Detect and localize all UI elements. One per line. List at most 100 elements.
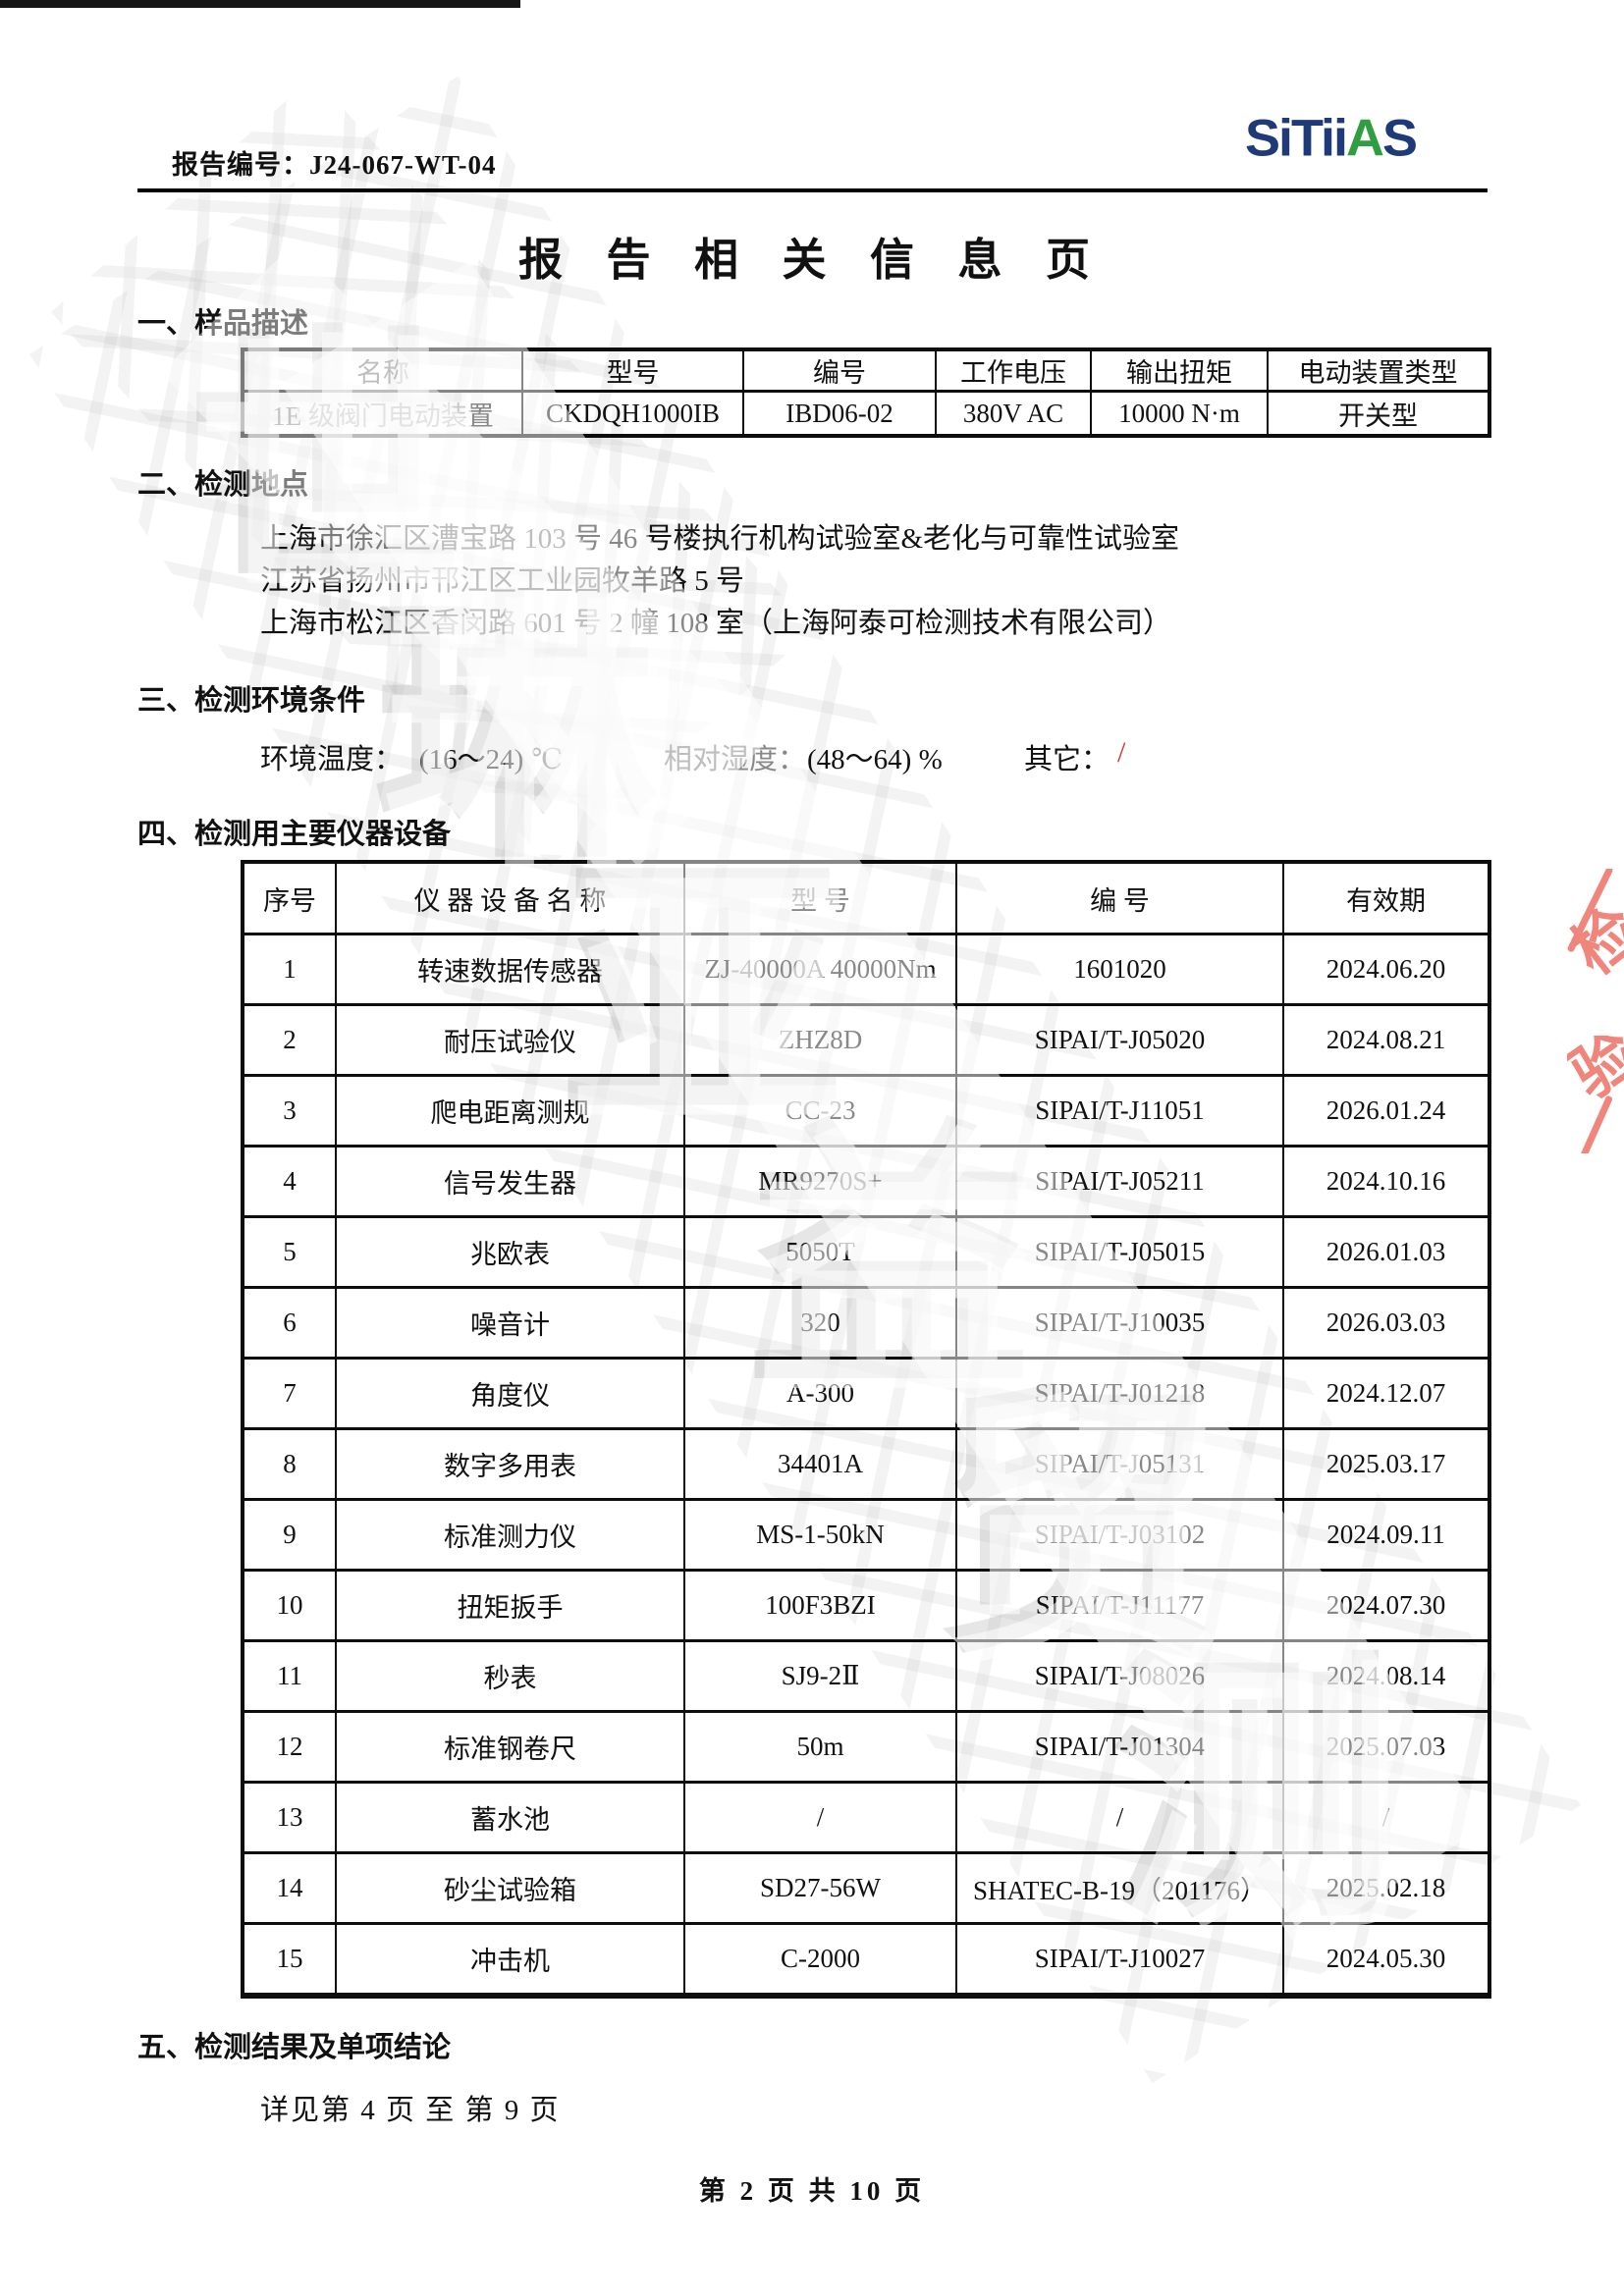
table-row: 13 蓄水池 / / / (242, 1781, 1490, 1854)
table-cell: SIPAI/T-J11177 (955, 1569, 1284, 1642)
table-cell: SJ9-2Ⅱ (683, 1639, 957, 1713)
table-cell: IBD06-02 (742, 390, 937, 438)
table-cell: CC-23 (683, 1074, 957, 1148)
table-row: 4 信号发生器 MR9270S+ SIPAI/T-J05211 2024.10.16 (242, 1145, 1490, 1218)
table-row: 6 噪音计 320 SIPAI/T-J10035 2026.03.03 (242, 1286, 1490, 1360)
table-header-row: 名称 型号 编号 工作电压 输出扭矩 电动装置类型 (242, 347, 1490, 393)
table-row: 8 数字多用表 34401A SIPAI/T-J05131 2025.03.17 (242, 1427, 1490, 1501)
column-header: 名称 (242, 347, 523, 393)
table-cell: 扭矩扳手 (335, 1569, 685, 1642)
test-location-line: 江苏省扬州市邗江区工业园牧羊路 5 号 (260, 565, 745, 597)
table-cell: 蓄水池 (335, 1781, 685, 1854)
table-cell: 100F3BZI (683, 1569, 957, 1642)
table-cell: 2026.01.03 (1282, 1215, 1490, 1289)
test-location-list: 上海市徐汇区漕宝路 103 号 46 号楼执行机构试验室&老化与可靠性试验室 江苏… (260, 518, 1507, 645)
table-cell: 角度仪 (335, 1357, 685, 1430)
table-cell: 34401A (683, 1427, 957, 1501)
table-cell: SIPAI/T-J10035 (955, 1286, 1284, 1360)
table-cell: SIPAI/T-J05211 (955, 1145, 1284, 1218)
table-cell: 2024.07.30 (1282, 1569, 1490, 1642)
logo-text-s: S (1382, 109, 1418, 168)
table-row: 1 转速数据传感器 ZJ-40000A 40000Nm 1601020 2024.06.… (242, 933, 1490, 1006)
section1-heading: 一、样品描述 (137, 308, 309, 340)
table-cell: 12 (242, 1710, 337, 1784)
table-cell: 2024.06.20 (1282, 933, 1490, 1006)
table-cell: 标准钢卷尺 (335, 1710, 685, 1784)
table-cell: 10 (242, 1569, 337, 1642)
table-cell: 10000 N·m (1090, 390, 1269, 438)
table-cell: 7 (242, 1357, 337, 1430)
page-title: 报 告 相 关 信 息 页 (517, 235, 1106, 285)
table-cell: 噪音计 (335, 1286, 685, 1360)
table-row: 5 兆欧表 5050T SIPAI/T-J05015 2026.01.03 (242, 1215, 1490, 1289)
table-row: 3 爬电距离测规 CC-23 SIPAI/T-J11051 2026.01.24 (242, 1074, 1490, 1148)
table-cell: A-300 (683, 1357, 957, 1430)
table-cell: 6 (242, 1286, 337, 1360)
table-cell: 1 (242, 933, 337, 1006)
table-row: 12 标准钢卷尺 50m SIPAI/T-J01304 2025.07.03 (242, 1710, 1490, 1784)
table-cell: SIPAI/T-J05015 (955, 1215, 1284, 1289)
table-cell: 50m (683, 1710, 957, 1784)
table-header-row: 序号仪 器 设 备 名 称型 号编 号有效期 (242, 860, 1490, 935)
table-cell: SIPAI/T-J05131 (955, 1427, 1284, 1501)
test-location-line: 上海市徐汇区漕宝路 103 号 46 号楼执行机构试验室&老化与可靠性试验室 (260, 523, 1180, 555)
table-cell: 13 (242, 1781, 337, 1854)
table-cell: ZHZ8D (683, 1003, 957, 1077)
table-cell: 转速数据传感器 (335, 933, 685, 1006)
report-number-label: 报告编号： (172, 150, 309, 180)
table-cell: 兆欧表 (335, 1215, 685, 1289)
table-cell: CKDQH1000IB (521, 390, 744, 438)
table-cell: 冲击机 (335, 1922, 685, 1998)
humidity-value: (48～64) % (807, 744, 943, 775)
table-cell: / (683, 1781, 957, 1854)
report-number-value: J24-067-WT-04 (309, 150, 497, 180)
table-row: 10 扭矩扳手 100F3BZI SIPAI/T-J11177 2024.07.30 (242, 1569, 1490, 1642)
table-cell: MS-1-50kN (683, 1498, 957, 1572)
table-cell: 砂尘试验箱 (335, 1851, 685, 1925)
table-cell: 2026.01.24 (1282, 1074, 1490, 1148)
table-cell: 14 (242, 1851, 337, 1925)
table-cell: 秒表 (335, 1639, 685, 1713)
table-row: 2 耐压试验仪 ZHZ8D SIPAI/T-J05020 2024.08.21 (242, 1003, 1490, 1077)
table-cell: 2024.05.30 (1282, 1922, 1490, 1998)
table-cell: SIPAI/T-J01218 (955, 1357, 1284, 1430)
table-cell: ZJ-40000A 40000Nm (683, 933, 957, 1006)
report-number-line: 报告编号：J24-067-WT-04 (172, 143, 497, 182)
table-cell: SHATEC-B-19（201176） (955, 1851, 1284, 1925)
page-number-footer: 第 2 页 共 10 页 (698, 2176, 926, 2206)
table-cell: C-2000 (683, 1922, 957, 1998)
column-header: 型号 (521, 347, 744, 393)
table-cell: 5050T (683, 1215, 957, 1289)
result-reference-note: 详见第 4 页 至 第 9 页 (260, 2095, 561, 2126)
table-cell: 2024.08.14 (1282, 1639, 1490, 1713)
column-header: 仪 器 设 备 名 称 (335, 860, 685, 935)
table-cell: 5 (242, 1215, 337, 1289)
table-cell: 2024.08.21 (1282, 1003, 1490, 1077)
table-cell: 2025.02.18 (1282, 1851, 1490, 1925)
table-cell: / (955, 1781, 1284, 1854)
table-cell: 2025.03.17 (1282, 1427, 1490, 1501)
scan-artifact-strip (0, 0, 520, 8)
column-header: 编号 (742, 347, 937, 393)
logo-text-a: A (1346, 109, 1384, 168)
table-cell: 320 (683, 1286, 957, 1360)
table-cell: 2 (242, 1003, 337, 1077)
sitiias-logo: SiTiiAS (1245, 109, 1418, 168)
table-row: 14 砂尘试验箱 SD27-56W SHATEC-B-19（201176） 2025.0… (242, 1851, 1490, 1925)
table-cell: 信号发生器 (335, 1145, 685, 1218)
table-cell: SIPAI/T-J05020 (955, 1003, 1284, 1077)
table-row: 7 角度仪 A-300 SIPAI/T-J01218 2024.12.07 (242, 1357, 1490, 1430)
table-cell: SIPAI/T-J01304 (955, 1710, 1284, 1784)
column-header: 序号 (242, 860, 337, 935)
table-cell: 开关型 (1267, 390, 1490, 438)
table-cell: 380V AC (935, 390, 1092, 438)
table-row: 15 冲击机 C-2000 SIPAI/T-J10027 2024.05.30 (242, 1922, 1490, 1998)
column-header: 工作电压 (935, 347, 1092, 393)
table-cell: 2024.09.11 (1282, 1498, 1490, 1572)
table-cell: 1E 级阀门电动装置 (242, 390, 523, 438)
table-cell: SIPAI/T-J11051 (955, 1074, 1284, 1148)
table-row: 9 标准测力仪 MS-1-50kN SIPAI/T-J03102 2024.09.11 (242, 1498, 1490, 1572)
table-cell: 耐压试验仪 (335, 1003, 685, 1077)
table-cell: 数字多用表 (335, 1427, 685, 1501)
